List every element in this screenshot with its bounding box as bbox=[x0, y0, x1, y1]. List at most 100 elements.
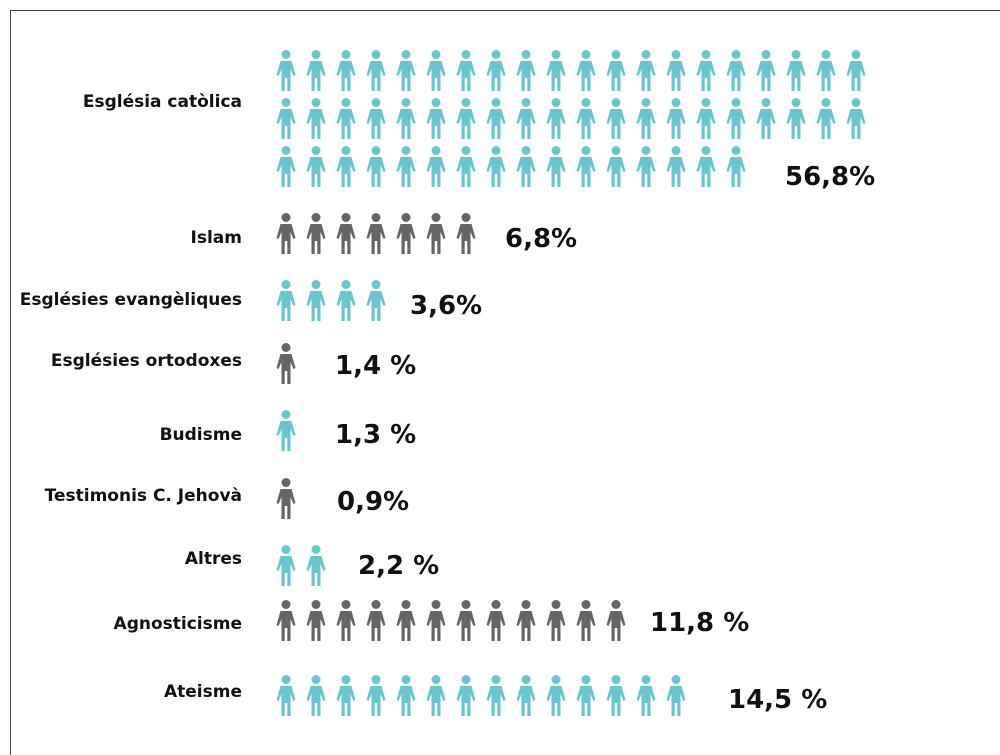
category-label: Testimonis C. Jehovà bbox=[45, 486, 242, 506]
person-icon bbox=[426, 146, 446, 187]
category-label: Islam bbox=[191, 228, 242, 248]
person-icon bbox=[276, 213, 296, 254]
person-icon bbox=[576, 675, 596, 716]
category-label: Ateisme bbox=[164, 682, 242, 702]
person-icon bbox=[546, 50, 566, 91]
chart-frame bbox=[10, 10, 1000, 755]
person-icon bbox=[696, 146, 716, 187]
person-icon bbox=[486, 50, 506, 91]
person-icon bbox=[366, 675, 386, 716]
person-icon bbox=[576, 98, 596, 139]
person-icon bbox=[336, 675, 356, 716]
person-icon bbox=[546, 675, 566, 716]
person-icon bbox=[306, 146, 326, 187]
person-icon bbox=[666, 146, 686, 187]
person-icon bbox=[606, 600, 626, 641]
person-icon bbox=[666, 50, 686, 91]
person-icon bbox=[306, 600, 326, 641]
category-label: Budisme bbox=[160, 425, 242, 445]
category-label: Esglésies evangèliques bbox=[20, 290, 242, 310]
person-icon bbox=[606, 50, 626, 91]
person-icon bbox=[396, 213, 416, 254]
person-icon bbox=[636, 146, 656, 187]
person-icon bbox=[276, 600, 296, 641]
value-label: 0,9% bbox=[337, 487, 409, 517]
person-icon bbox=[546, 98, 566, 139]
person-icon bbox=[336, 98, 356, 139]
person-icon bbox=[636, 98, 656, 139]
person-icon bbox=[456, 146, 476, 187]
person-icon bbox=[276, 478, 296, 519]
person-icon bbox=[516, 146, 536, 187]
person-icon bbox=[486, 675, 506, 716]
person-icon bbox=[546, 600, 566, 641]
person-icon bbox=[696, 50, 716, 91]
value-label: 56,8% bbox=[785, 162, 875, 192]
person-icon bbox=[606, 675, 626, 716]
person-icon bbox=[276, 280, 296, 321]
person-icon bbox=[276, 98, 296, 139]
person-icon bbox=[366, 600, 386, 641]
category-label: Església catòlica bbox=[83, 92, 242, 112]
person-icon bbox=[366, 50, 386, 91]
person-icon bbox=[726, 50, 746, 91]
category-label: Esglésies ortodoxes bbox=[51, 351, 242, 371]
person-icon bbox=[756, 50, 776, 91]
person-icon bbox=[576, 50, 596, 91]
person-icon bbox=[606, 146, 626, 187]
person-icon bbox=[516, 600, 536, 641]
person-icon bbox=[396, 600, 416, 641]
person-icon bbox=[726, 98, 746, 139]
person-icon bbox=[366, 280, 386, 321]
person-icon bbox=[456, 600, 476, 641]
person-icon bbox=[756, 98, 776, 139]
value-label: 11,8 % bbox=[650, 608, 749, 638]
value-label: 1,3 % bbox=[335, 420, 416, 450]
person-icon bbox=[486, 600, 506, 641]
person-icon bbox=[456, 50, 476, 91]
person-icon bbox=[456, 98, 476, 139]
person-icon bbox=[396, 50, 416, 91]
person-icon bbox=[516, 98, 536, 139]
person-icon bbox=[336, 146, 356, 187]
person-icon bbox=[636, 50, 656, 91]
person-icon bbox=[276, 343, 296, 384]
person-icon bbox=[636, 675, 656, 716]
person-icon bbox=[456, 675, 476, 716]
value-label: 3,6% bbox=[410, 291, 482, 321]
person-icon bbox=[816, 50, 836, 91]
category-label: Altres bbox=[185, 549, 242, 569]
person-icon bbox=[276, 410, 296, 451]
person-icon bbox=[786, 50, 806, 91]
person-icon bbox=[786, 98, 806, 139]
person-icon bbox=[666, 675, 686, 716]
person-icon bbox=[276, 675, 296, 716]
person-icon bbox=[336, 50, 356, 91]
person-icon bbox=[846, 50, 866, 91]
value-label: 1,4 % bbox=[335, 351, 416, 381]
person-icon bbox=[456, 213, 476, 254]
person-icon bbox=[696, 98, 716, 139]
value-label: 14,5 % bbox=[728, 685, 827, 715]
person-icon bbox=[606, 98, 626, 139]
person-icon bbox=[726, 146, 746, 187]
person-icon bbox=[306, 50, 326, 91]
person-icon bbox=[276, 50, 296, 91]
person-icon bbox=[426, 98, 446, 139]
person-icon bbox=[516, 675, 536, 716]
person-icon bbox=[336, 280, 356, 321]
person-icon bbox=[396, 146, 416, 187]
person-icon bbox=[426, 50, 446, 91]
person-icon bbox=[306, 98, 326, 139]
person-icon bbox=[516, 50, 536, 91]
person-icon bbox=[336, 600, 356, 641]
value-label: 6,8% bbox=[505, 224, 577, 254]
person-icon bbox=[486, 98, 506, 139]
person-icon bbox=[426, 213, 446, 254]
person-icon bbox=[366, 213, 386, 254]
person-icon bbox=[396, 675, 416, 716]
person-icon bbox=[426, 675, 446, 716]
person-icon bbox=[576, 600, 596, 641]
person-icon bbox=[366, 98, 386, 139]
